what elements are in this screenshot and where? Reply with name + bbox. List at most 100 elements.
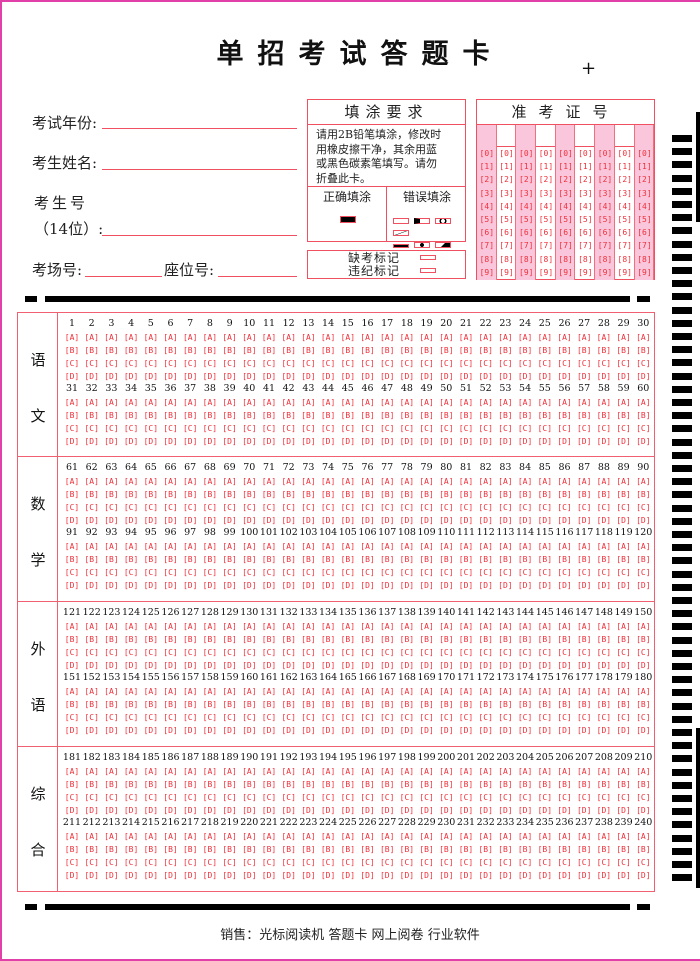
option-bubble[interactable]: [A]: [576, 622, 592, 631]
option-bubble[interactable]: [D]: [222, 581, 237, 590]
option-bubble[interactable]: [D]: [498, 806, 513, 815]
option-bubble[interactable]: [B]: [379, 700, 395, 709]
option-bubble[interactable]: [B]: [84, 635, 99, 644]
option-bubble[interactable]: [A]: [104, 477, 119, 486]
option-bubble[interactable]: [A]: [636, 832, 651, 841]
option-bubble[interactable]: [B]: [557, 555, 572, 564]
option-bubble[interactable]: [C]: [439, 424, 454, 433]
digit-bubble[interactable]: [3]: [538, 188, 554, 198]
option-bubble[interactable]: [C]: [537, 713, 553, 722]
option-bubble[interactable]: [B]: [399, 635, 415, 644]
option-bubble[interactable]: [C]: [498, 648, 513, 657]
option-bubble[interactable]: [A]: [123, 832, 139, 841]
option-bubble[interactable]: [C]: [439, 568, 454, 577]
option-bubble[interactable]: [A]: [557, 398, 572, 407]
option-bubble[interactable]: [D]: [360, 661, 375, 670]
option-bubble[interactable]: [B]: [399, 555, 415, 564]
option-bubble[interactable]: [B]: [379, 780, 395, 789]
option-bubble[interactable]: [D]: [222, 726, 237, 735]
option-bubble[interactable]: [C]: [143, 424, 159, 433]
option-bubble[interactable]: [C]: [360, 793, 375, 802]
digit-bubble[interactable]: [8]: [578, 254, 593, 264]
option-bubble[interactable]: [D]: [84, 516, 99, 525]
option-bubble[interactable]: [C]: [399, 568, 415, 577]
option-bubble[interactable]: [A]: [557, 622, 572, 631]
option-bubble[interactable]: [D]: [123, 871, 139, 880]
option-bubble[interactable]: [C]: [557, 713, 572, 722]
option-bubble[interactable]: [D]: [537, 581, 553, 590]
option-bubble[interactable]: [B]: [517, 411, 533, 420]
option-bubble[interactable]: [D]: [399, 871, 415, 880]
option-bubble[interactable]: [A]: [576, 333, 592, 342]
option-bubble[interactable]: [C]: [281, 359, 296, 368]
option-bubble[interactable]: [D]: [202, 372, 218, 381]
option-bubble[interactable]: [A]: [498, 333, 513, 342]
option-bubble[interactable]: [D]: [360, 581, 375, 590]
option-bubble[interactable]: [B]: [576, 411, 592, 420]
digit-bubble[interactable]: [3]: [578, 188, 593, 198]
option-bubble[interactable]: [A]: [360, 767, 375, 776]
option-bubble[interactable]: [A]: [379, 767, 395, 776]
option-bubble[interactable]: [D]: [379, 372, 395, 381]
option-bubble[interactable]: [C]: [143, 359, 159, 368]
option-bubble[interactable]: [C]: [478, 568, 493, 577]
option-bubble[interactable]: [B]: [596, 411, 612, 420]
option-bubble[interactable]: [C]: [537, 424, 553, 433]
option-bubble[interactable]: [A]: [301, 622, 316, 631]
option-bubble[interactable]: [D]: [636, 661, 651, 670]
option-bubble[interactable]: [D]: [596, 372, 612, 381]
option-bubble[interactable]: [B]: [182, 555, 198, 564]
option-bubble[interactable]: [B]: [498, 845, 513, 854]
option-bubble[interactable]: [B]: [222, 700, 237, 709]
option-bubble[interactable]: [C]: [379, 424, 395, 433]
option-bubble[interactable]: [B]: [340, 411, 356, 420]
option-bubble[interactable]: [A]: [143, 542, 159, 551]
digit-bubble[interactable]: [0]: [578, 149, 593, 158]
option-bubble[interactable]: [C]: [576, 858, 592, 867]
option-bubble[interactable]: [B]: [340, 555, 356, 564]
option-bubble[interactable]: [B]: [202, 555, 218, 564]
option-bubble[interactable]: [D]: [478, 372, 493, 381]
option-bubble[interactable]: [B]: [636, 346, 651, 355]
option-bubble[interactable]: [A]: [163, 687, 178, 696]
absent-mark-box[interactable]: [420, 255, 436, 260]
digit-bubble[interactable]: [0]: [538, 149, 554, 158]
option-bubble[interactable]: [C]: [458, 424, 474, 433]
option-bubble[interactable]: [C]: [616, 359, 631, 368]
option-bubble[interactable]: [A]: [163, 767, 178, 776]
option-bubble[interactable]: [D]: [123, 437, 139, 446]
option-bubble[interactable]: [D]: [439, 871, 454, 880]
option-bubble[interactable]: [B]: [222, 845, 237, 854]
option-bubble[interactable]: [B]: [537, 490, 553, 499]
digit-bubble[interactable]: [2]: [499, 175, 514, 185]
option-bubble[interactable]: [D]: [84, 871, 99, 880]
option-bubble[interactable]: [A]: [222, 477, 237, 486]
option-bubble[interactable]: [D]: [143, 726, 159, 735]
option-bubble[interactable]: [A]: [202, 333, 218, 342]
option-bubble[interactable]: [A]: [261, 333, 277, 342]
option-bubble[interactable]: [C]: [557, 424, 572, 433]
option-bubble[interactable]: [B]: [261, 700, 277, 709]
student-no-field[interactable]: [102, 235, 297, 236]
option-bubble[interactable]: [A]: [537, 622, 553, 631]
digit-bubble[interactable]: [0]: [558, 149, 573, 158]
option-bubble[interactable]: [C]: [340, 359, 356, 368]
option-bubble[interactable]: [B]: [379, 845, 395, 854]
digit-bubble[interactable]: [1]: [538, 162, 554, 172]
option-bubble[interactable]: [B]: [222, 635, 237, 644]
option-bubble[interactable]: [D]: [557, 726, 572, 735]
digit-bubble[interactable]: [0]: [499, 149, 514, 158]
option-bubble[interactable]: [D]: [143, 581, 159, 590]
option-bubble[interactable]: [A]: [537, 767, 553, 776]
option-bubble[interactable]: [C]: [636, 503, 651, 512]
option-bubble[interactable]: [C]: [123, 858, 139, 867]
option-bubble[interactable]: [A]: [104, 832, 119, 841]
option-bubble[interactable]: [C]: [202, 713, 218, 722]
option-bubble[interactable]: [B]: [104, 635, 119, 644]
option-bubble[interactable]: [D]: [439, 372, 454, 381]
digit-bubble[interactable]: [7]: [578, 241, 593, 251]
option-bubble[interactable]: [D]: [64, 871, 80, 880]
option-bubble[interactable]: [B]: [64, 555, 80, 564]
option-bubble[interactable]: [B]: [104, 490, 119, 499]
option-bubble[interactable]: [C]: [104, 359, 119, 368]
